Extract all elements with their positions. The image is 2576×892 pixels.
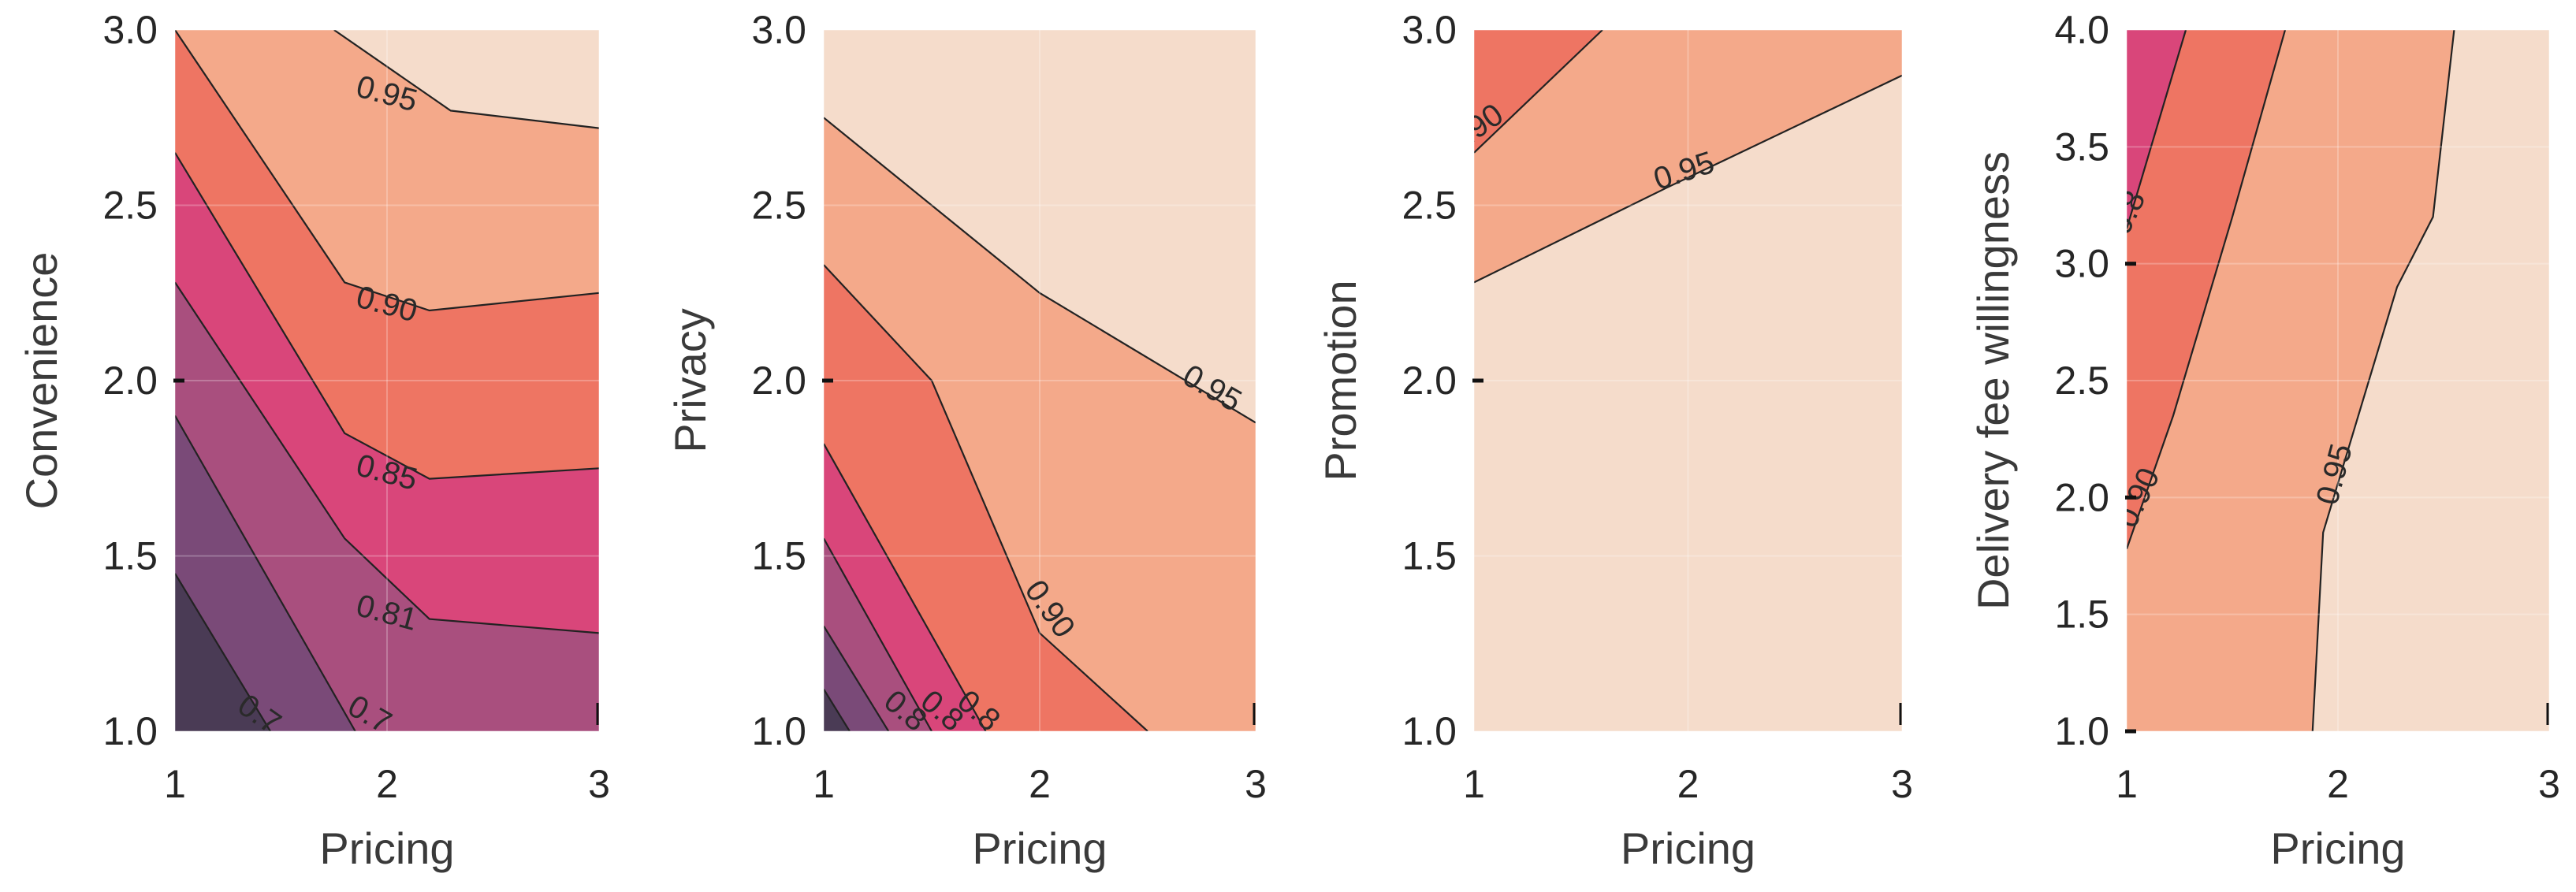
y-tick-label: 2.0	[1402, 359, 1457, 403]
y-tick-label: 3.0	[102, 8, 158, 52]
contour-line-5	[824, 264, 1148, 731]
contour-line-1	[1474, 74, 1902, 284]
y-tick-label: 1.0	[2054, 709, 2109, 753]
y-tick-label: 2.5	[1402, 184, 1457, 228]
contour-line-2	[175, 414, 356, 731]
contour-panel-2: 0.950.900.80.80.8 1.0 1.5 2.0 2.5 3.0 1 2 3 Prici…	[665, 8, 1267, 873]
y-tick-label: 1.5	[102, 534, 158, 578]
y-axis-label: Promotion	[1316, 280, 1365, 481]
y-tick-label: 1.5	[1402, 534, 1457, 578]
contour-region-1	[2127, 30, 2285, 731]
contour-line-1	[2127, 30, 2287, 549]
contour-line-1	[175, 573, 271, 731]
x-tick-label: 1	[813, 762, 835, 806]
y-tick-label: 3.0	[1402, 8, 1457, 52]
x-tick-label: 1	[2116, 762, 2138, 806]
x-tick-label: 3	[2538, 762, 2560, 806]
plot-area: 0.950.900.8	[2127, 30, 2549, 731]
y-tick-label: 3.5	[2054, 125, 2109, 169]
plot-area: 0.950.900.80.80.8	[824, 30, 1256, 731]
y-axis-label: Convenience	[17, 252, 66, 510]
x-axis-label: Pricing	[2270, 823, 2405, 873]
y-tick-label: 2.5	[2054, 359, 2109, 403]
x-tick-label: 2	[2327, 762, 2349, 806]
y-tick-label: 2.5	[751, 184, 806, 228]
x-tick-label: 1	[164, 762, 186, 806]
contour-line-3	[824, 537, 932, 731]
contour-line-1	[824, 689, 851, 731]
x-tick-label: 1	[1463, 762, 1485, 806]
contour-line-3	[175, 281, 599, 634]
contour-line-5	[175, 30, 599, 312]
x-tick-label: 2	[376, 762, 398, 806]
y-tick-label: 1.0	[1402, 709, 1457, 753]
contour-line-4	[175, 152, 599, 480]
y-tick-label: 4.0	[2054, 8, 2109, 52]
plot-area: 0.950.90	[1474, 30, 1902, 731]
y-tick-label: 2.0	[102, 359, 158, 403]
y-tick-label: 1.5	[2054, 593, 2109, 637]
contour-line-6	[824, 117, 1256, 424]
y-tick-label: 1.0	[102, 709, 158, 753]
contour-panel-3: 0.950.90 1.0 1.5 2.0 2.5 3.0 1 2 3 Pricing Promoti…	[1316, 8, 1913, 873]
y-axis-label: Delivery fee willingness	[1968, 151, 2018, 610]
y-tick-label: 2.5	[102, 184, 158, 228]
x-tick-label: 2	[1677, 762, 1699, 806]
x-tick-label: 2	[1029, 762, 1051, 806]
contour-line-2	[1474, 30, 1603, 154]
contour-line-4	[824, 443, 987, 731]
y-tick-label: 1.0	[751, 709, 806, 753]
y-tick-label: 2.0	[2054, 475, 2109, 519]
contour-line-corner	[2127, 30, 2187, 229]
contour-line-2	[2311, 30, 2455, 731]
x-axis-label: Pricing	[1621, 823, 1755, 873]
x-axis-label: Pricing	[319, 823, 454, 873]
x-tick-label: 3	[1891, 762, 1913, 806]
x-axis-label: Pricing	[972, 823, 1107, 873]
y-tick-label: 3.0	[2054, 242, 2109, 286]
y-axis-label: Privacy	[665, 308, 715, 453]
contour-panel-4: 0.950.900.8 1.0 1.5 2.0 2.5 3.0 3.5 4.0 1 2 3 Prici…	[1968, 8, 2560, 873]
contour-panel-1: 0.950.900.850.810.7 0.7 1.0 1.5 2.0 2.5 3.0 1 2 3…	[17, 8, 610, 873]
y-tick-label: 1.5	[751, 534, 806, 578]
contour-line-6	[333, 30, 599, 129]
x-tick-label: 3	[588, 762, 610, 806]
plot-area: 0.950.900.850.810.7 0.7	[175, 30, 599, 731]
y-tick-label: 2.0	[751, 359, 806, 403]
contour-region-1	[1474, 75, 1902, 731]
contour-line-2	[824, 625, 890, 731]
y-tick-label: 3.0	[751, 8, 806, 52]
x-tick-label: 3	[1245, 762, 1267, 806]
